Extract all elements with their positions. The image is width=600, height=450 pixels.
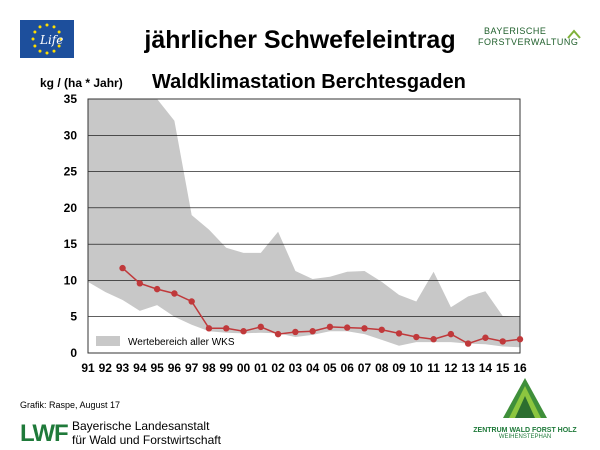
eu-star-icon [45,23,49,27]
lwf-mark: LWF [20,420,69,447]
data-point [482,334,489,341]
eu-star-icon [52,49,56,53]
data-point [516,336,524,343]
bayerische-forstverwaltung-logo: BAYERISCHE FORSTVERWALTUNG [478,26,588,56]
x-tick-label: 09 [392,361,406,375]
data-point [430,336,437,343]
line-layer [119,264,524,347]
data-point [119,264,126,272]
grid-layer [87,98,521,354]
data-point [344,324,351,331]
data-point [447,330,455,338]
lwf-name-line2: für Wald und Forstwirtschaft [72,433,221,447]
data-point [326,323,334,331]
x-tick-label: 10 [410,361,424,375]
legend-swatch [96,336,120,346]
x-tick-label: 02 [271,361,285,375]
data-point [188,298,195,305]
data-point [240,328,247,335]
data-point [274,330,282,338]
x-tick-label: 96 [168,361,182,375]
zentrum-wald-forst-holz-logo: ZENTRUM WALD FORST HOLZ WEIHENSTEPHAN [470,376,580,444]
eu-life-logo: Life [20,20,74,58]
bf-logo-line2: FORSTVERWALTUNG [478,37,579,47]
data-point [171,290,178,297]
legend-layer: Wertebereich aller WKS [96,336,235,348]
x-tick-label: 16 [513,361,527,375]
page-title: jährlicher Schwefeleintrag [144,26,456,54]
eu-stars-icon [31,23,63,55]
chart-credit: Grafik: Raspe, August 17 [20,400,121,410]
data-point [413,333,420,341]
x-tick-label: 12 [444,361,458,375]
lwf-logo: LWF Bayerische Landesanstalt für Wald un… [20,418,240,450]
x-tick-label: 92 [99,361,113,375]
x-tick-label: 13 [461,361,475,375]
lwf-name-line1: Bayerische Landesanstalt [72,419,210,433]
x-tick-label: 14 [479,361,493,375]
eu-star-icon [33,44,37,48]
tree-logo-icon [503,378,547,418]
tree-arrow-icon [567,29,581,39]
eu-star-icon [57,44,61,48]
zentrum-line1: ZENTRUM WALD FORST HOLZ [473,427,577,434]
data-point [292,328,299,336]
eu-star-icon [59,37,63,41]
x-tick-label: 00 [237,361,251,375]
x-tick-label: 94 [133,361,147,375]
y-tick-label: 0 [70,346,77,360]
x-tick-label: 11 [427,361,440,375]
eu-star-icon [31,37,35,41]
x-tick-label: 99 [220,361,234,375]
eu-star-icon [57,30,61,34]
legend-label: Wertebereich aller WKS [128,337,235,348]
data-point [361,325,368,332]
band-layer [88,99,520,353]
y-tick-label: 10 [64,273,78,287]
data-point [464,340,472,347]
eu-star-icon [45,51,49,55]
x-tick-label: 08 [375,361,389,375]
data-point [136,280,144,287]
x-tick-label: 06 [341,361,355,375]
y-tick-label: 20 [64,201,78,215]
x-tick-label: 93 [116,361,130,375]
data-point [378,326,385,333]
data-point [257,323,264,331]
y-tick-label: 5 [70,310,77,324]
x-tick-label: 01 [254,361,268,375]
y-tick-label: 25 [64,165,78,179]
y-tick-label: 15 [64,237,78,251]
x-tick-label: 07 [358,361,372,375]
x-tick-label: 95 [150,361,164,375]
plot-border [87,98,521,354]
eu-star-icon [33,30,37,34]
data-point [153,285,161,293]
eu-logo-text: Life [39,33,63,47]
eu-star-icon [52,25,56,29]
y-tick-label: 30 [64,128,78,142]
x-tick-label: 03 [289,361,303,375]
eu-star-icon [38,25,42,29]
data-point [499,338,506,345]
x-tick-label: 97 [185,361,199,375]
data-point [223,325,230,332]
data-point [309,328,316,335]
zentrum-line2: WEIHENSTEPHAN [498,434,552,440]
bf-logo-line1: BAYERISCHE [484,26,547,36]
data-point [205,325,213,332]
chart-title: Waldklimastation Berchtesgaden [152,71,466,93]
x-tick-label: 04 [306,361,320,375]
y-tick-label: 35 [64,92,78,106]
x-tick-label: 91 [81,361,95,375]
y-axis-label: kg / (ha * Jahr) [40,76,123,90]
range-band [88,99,520,348]
x-tick-label: 98 [202,361,216,375]
data-point [395,330,403,337]
x-tick-label: 15 [496,361,510,375]
x-tick-label: 05 [323,361,337,375]
eu-star-icon [38,49,42,53]
